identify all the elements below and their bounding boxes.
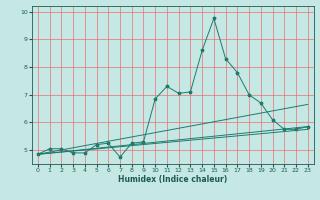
X-axis label: Humidex (Indice chaleur): Humidex (Indice chaleur): [118, 175, 228, 184]
